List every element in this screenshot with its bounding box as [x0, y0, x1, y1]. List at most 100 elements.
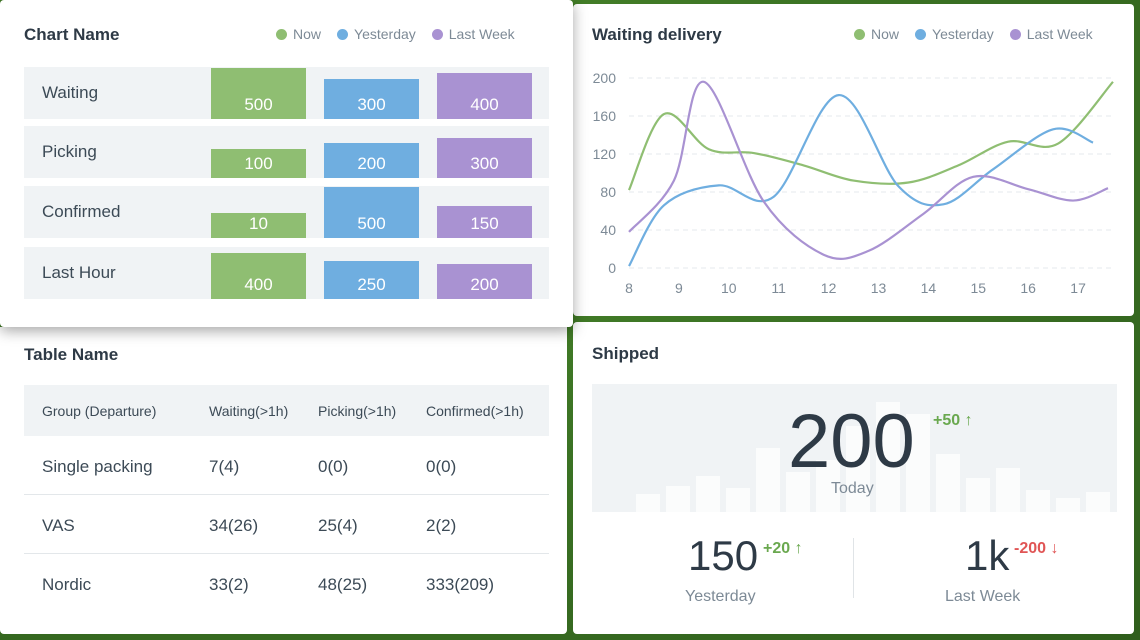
x-tick-label: 13	[871, 280, 887, 296]
x-tick-label: 16	[1020, 280, 1036, 296]
shipped-last-week-value: 1k	[965, 532, 1010, 579]
x-tick-label: 15	[970, 280, 986, 296]
y-tick-label: 200	[593, 70, 617, 86]
shipped-today-panel: 200 +50 ↑ Today	[592, 384, 1117, 512]
line-chart-title: Waiting delivery	[592, 25, 722, 44]
shipped-divider	[853, 538, 854, 598]
y-tick-label: 40	[600, 222, 616, 238]
x-tick-label: 11	[771, 280, 786, 296]
line-chart-plot[interactable]: 0 40 80 120 160 200 8 9 10 11 12 13 14 15 16 17	[573, 4, 1134, 316]
series-line-yesterday[interactable]	[628, 93, 1094, 267]
bar-row-last-hour: Last Hour 400 250 200	[24, 247, 549, 299]
bar-row-label: Last Hour	[42, 263, 116, 282]
shipped-today-value: 200	[788, 399, 915, 484]
background-bar	[666, 486, 690, 512]
x-tick-label: 12	[821, 280, 837, 296]
background-bar	[696, 476, 720, 512]
line-chart-card: Waiting delivery Now Yesterday Last Week…	[573, 4, 1134, 316]
legend-dot-now	[854, 28, 865, 40]
table-cell-confirmed: 333(209)	[426, 575, 495, 594]
y-tick-label: 0	[608, 260, 616, 276]
series-line-last-week[interactable]	[628, 80, 1109, 261]
legend-dot-yesterday	[915, 28, 927, 40]
bar-picking-yesterday[interactable]: 200	[324, 143, 419, 178]
background-bar	[726, 488, 750, 512]
x-tick-label: 14	[921, 280, 937, 296]
table-header-group[interactable]: Group (Departure)	[42, 403, 157, 419]
shipped-today-label: Today	[831, 480, 874, 497]
legend-yesterday[interactable]: Yesterday	[915, 26, 994, 42]
table-title: Table Name	[24, 345, 119, 364]
shipped-card: Shipped 200 +50 ↑ Today 150 +20 ↑ Yester…	[573, 322, 1134, 634]
shipped-yesterday-label: Yesterday	[685, 588, 756, 605]
table-cell-confirmed: 2(2)	[426, 516, 457, 535]
table-cell-picking: 25(4)	[318, 516, 358, 535]
background-bar	[786, 472, 810, 512]
bar-row-picking: Picking 100 200 300	[24, 126, 549, 178]
legend-dot-last-week	[1009, 28, 1021, 40]
bar-row-waiting: Waiting 500 300 400	[24, 67, 549, 119]
table-cell-picking: 48(25)	[318, 575, 368, 594]
y-tick-label: 160	[593, 108, 617, 124]
background-bar	[636, 494, 660, 512]
background-bar	[1056, 498, 1080, 512]
background-bar	[996, 468, 1020, 512]
bar-last-hour-now[interactable]: 400	[211, 253, 306, 299]
bar-chart-legend: Now Yesterday Last Week	[276, 26, 515, 42]
legend-last-week[interactable]: Last Week	[431, 26, 515, 42]
table-header-waiting[interactable]: Waiting(>1h)	[209, 403, 289, 419]
table-row[interactable]: VAS 34(26) 25(4) 2(2)	[24, 495, 549, 554]
table-row[interactable]: Single packing 7(4) 0(0) 0(0)	[24, 436, 549, 495]
shipped-last-week-label: Last Week	[945, 588, 1021, 605]
background-bar	[906, 414, 930, 512]
table-cell-waiting: 34(26)	[209, 516, 259, 535]
shipped-yesterday-value: 150	[688, 532, 759, 579]
legend-dot-now	[276, 28, 287, 40]
table-header-confirmed[interactable]: Confirmed(>1h)	[426, 403, 524, 419]
table-header-picking[interactable]: Picking(>1h)	[318, 403, 397, 419]
shipped-today-delta: +50 ↑	[933, 412, 973, 429]
table-header-row: Group (Departure) Waiting(>1h) Picking(>…	[24, 385, 549, 436]
x-tick-label: 17	[1070, 280, 1086, 296]
background-bar	[1026, 490, 1050, 512]
shipped-last-week-delta: -200 ↓	[1014, 540, 1059, 557]
x-tick-label: 10	[721, 280, 737, 296]
table-cell-group: Nordic	[42, 575, 92, 594]
bar-last-hour-yesterday[interactable]: 250	[324, 261, 419, 299]
legend-dot-last-week	[431, 28, 443, 40]
shipped-title: Shipped	[592, 344, 660, 363]
table-cell-confirmed: 0(0)	[426, 457, 457, 476]
table-card: Table Name Group (Departure) Waiting(>1h…	[0, 327, 567, 634]
background-bar	[966, 478, 990, 512]
bar-chart-card: Chart Name Now Yesterday Last Week Waiti…	[0, 0, 573, 327]
bar-chart-title: Chart Name	[24, 25, 120, 44]
bar-confirmed-last-week[interactable]: 150	[437, 206, 532, 238]
bar-row-label: Picking	[42, 142, 97, 161]
bar-picking-now[interactable]: 100	[211, 149, 306, 178]
bar-last-hour-last-week[interactable]: 200	[437, 264, 532, 299]
background-bar	[876, 402, 900, 512]
legend-now[interactable]: Now	[854, 26, 899, 42]
background-bar	[936, 454, 960, 512]
y-tick-label: 80	[600, 184, 616, 200]
legend-last-week[interactable]: Last Week	[1009, 26, 1093, 42]
background-bar	[846, 426, 870, 512]
legend-now[interactable]: Now	[276, 26, 321, 42]
table-row[interactable]: Nordic 33(2) 48(25) 333(209)	[24, 554, 549, 613]
x-tick-label: 9	[675, 280, 683, 296]
table-cell-picking: 0(0)	[318, 457, 349, 476]
x-tick-label: 8	[625, 280, 633, 296]
bar-waiting-yesterday[interactable]: 300	[324, 79, 419, 119]
bar-picking-last-week[interactable]: 300	[437, 138, 532, 178]
bar-waiting-last-week[interactable]: 400	[437, 73, 532, 119]
bar-waiting-now[interactable]: 500	[211, 68, 306, 119]
y-tick-label: 120	[593, 146, 617, 162]
table-cell-waiting: 33(2)	[209, 575, 249, 594]
legend-yesterday[interactable]: Yesterday	[337, 26, 416, 42]
background-bar	[816, 460, 840, 512]
bar-row-confirmed: Confirmed 10 500 150	[24, 186, 549, 238]
bar-row-label: Confirmed	[42, 202, 121, 221]
bar-confirmed-now[interactable]: 10	[211, 213, 306, 238]
background-bar	[756, 448, 780, 512]
bar-confirmed-yesterday[interactable]: 500	[324, 187, 419, 238]
